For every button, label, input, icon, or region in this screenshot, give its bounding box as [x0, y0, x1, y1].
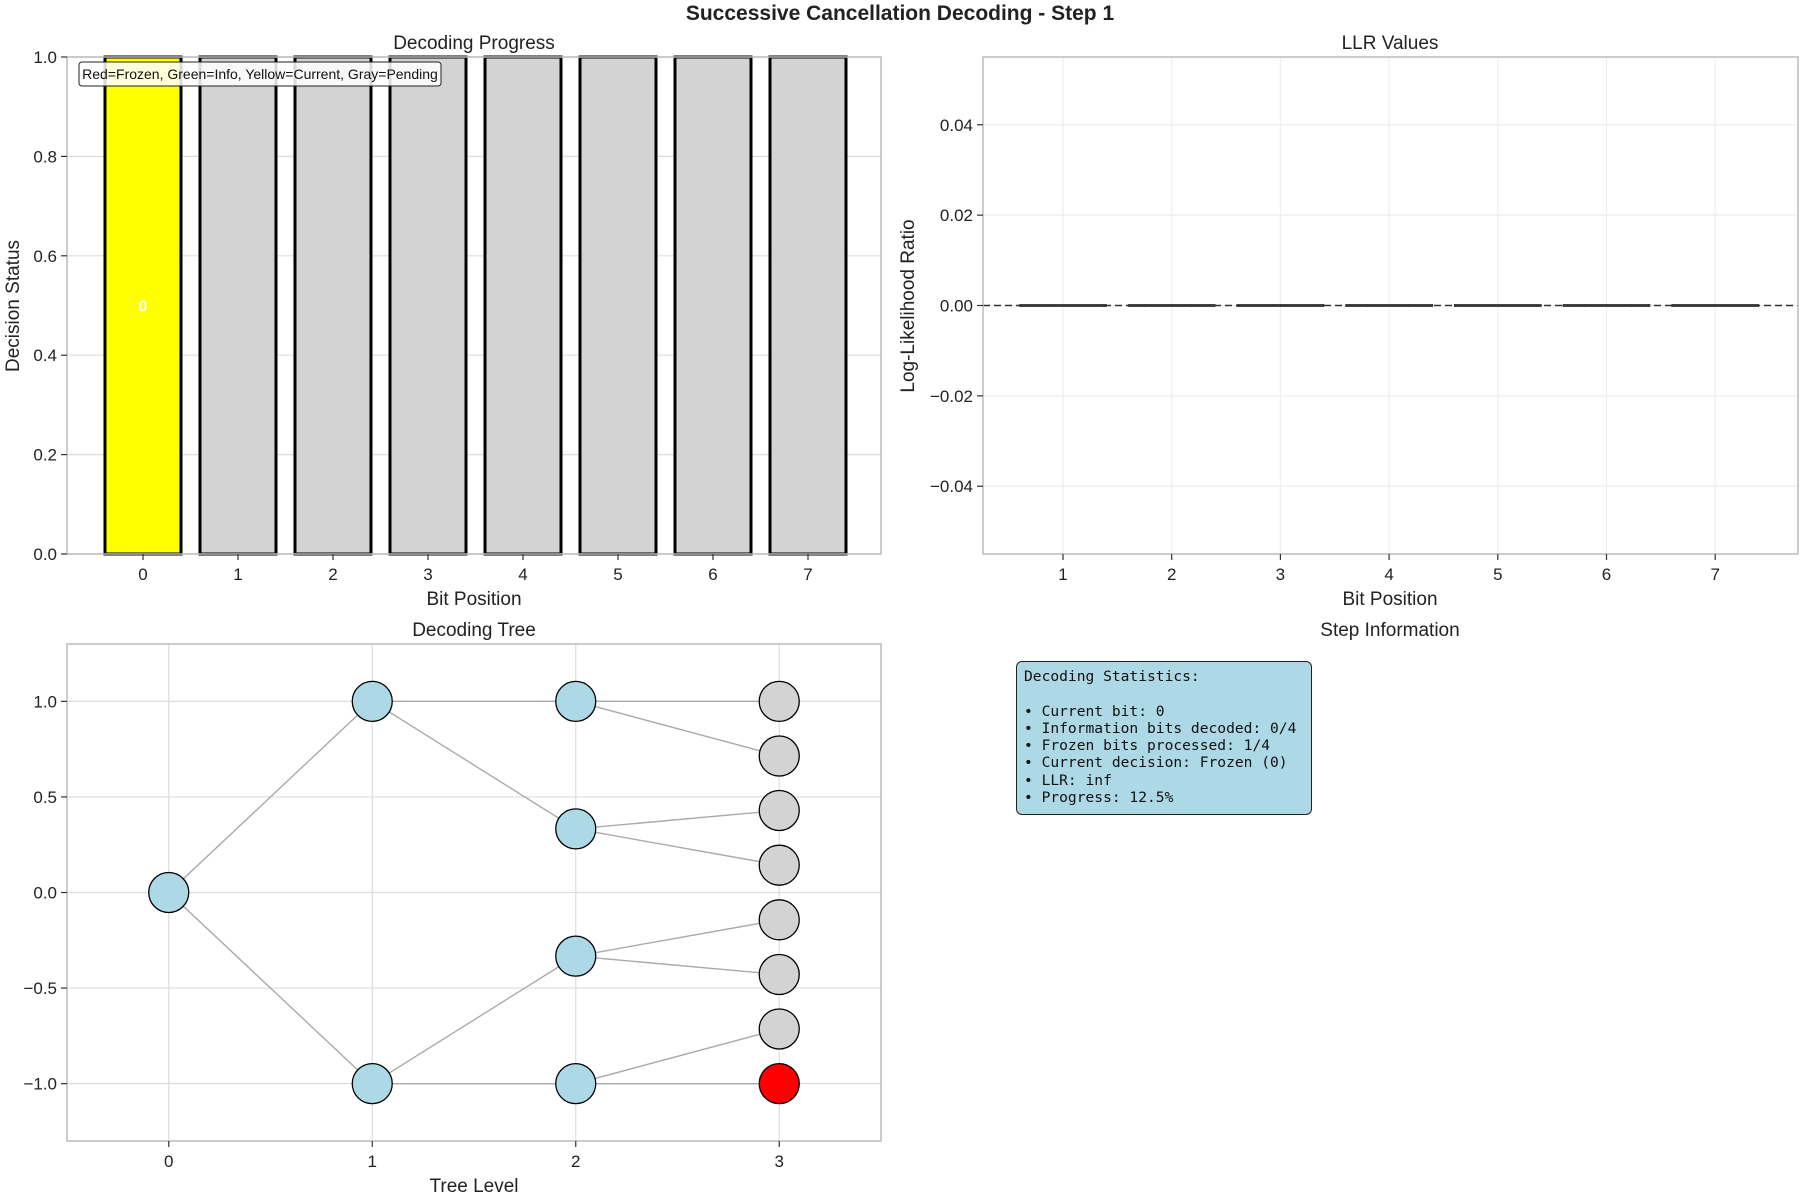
ytick-label: 0.4 — [33, 346, 57, 365]
statistics-line: • Current decision: Frozen (0) — [1024, 754, 1288, 772]
tree-edge — [575, 919, 780, 957]
tree-node — [758, 953, 800, 996]
ytick-label: 1.0 — [33, 48, 57, 67]
llr-values-ylabel: Log-Likelihood Ratio — [898, 219, 919, 392]
tree-node — [148, 871, 190, 914]
ytick-label: 0.00 — [940, 297, 973, 316]
statistics-line — [1024, 685, 1303, 702]
legend-text: Red=Frozen, Green=Info, Yellow=Current, … — [82, 66, 438, 82]
tree-node — [758, 1063, 800, 1105]
ytick-label: 0.2 — [33, 446, 57, 465]
tree-node — [555, 1063, 597, 1105]
tree-edge — [575, 700, 780, 757]
statistics-line: • Progress: 12.5% — [1024, 789, 1174, 807]
tree-edge — [168, 891, 373, 1085]
xtick-label: 1 — [233, 565, 242, 584]
llr-values-chart: LLR Values −0.04 −0.02 0.00 0.02 0.04 1 2 3 4 5 6 7… — [898, 33, 1799, 610]
tree-edge — [575, 809, 780, 830]
figure-title: Successive Cancellation Decoding - Step … — [686, 2, 1115, 25]
llr-values-title: LLR Values — [1342, 33, 1439, 54]
ytick-label: 0.0 — [33, 545, 57, 564]
ytick-label: 0.6 — [33, 247, 57, 266]
decoding-progress-xlabel: Bit Position — [426, 589, 521, 610]
bar-bit-5 — [578, 55, 658, 556]
statistics-line: • Information bits decoded: 0/4 — [1024, 719, 1297, 737]
ytick-label: 0.04 — [940, 116, 973, 135]
tree-node — [758, 789, 800, 832]
xtick-label: 6 — [708, 565, 717, 584]
ytick-label: 0.0 — [33, 884, 57, 903]
xtick-label: 7 — [1710, 565, 1719, 584]
xtick-label: 2 — [328, 565, 337, 584]
bar-bit-6 — [673, 55, 753, 556]
statistics-line: • LLR: inf — [1024, 771, 1112, 789]
xtick-label: 1 — [368, 1152, 377, 1171]
decoding-progress-legend: Red=Frozen, Green=Info, Yellow=Current, … — [78, 61, 442, 87]
decoding-progress-ylabel: Decision Status — [3, 240, 24, 372]
tree-node — [758, 899, 800, 941]
bar-label: 0 — [139, 299, 148, 316]
xtick-label: 3 — [423, 565, 432, 584]
xtick-label: 4 — [1384, 565, 1393, 584]
tree-node — [758, 680, 800, 722]
statistics-line: • Frozen bits processed: 1/4 — [1024, 737, 1271, 755]
ytick-label: −0.02 — [930, 387, 973, 406]
tree-node — [758, 844, 800, 886]
tree-node — [555, 808, 597, 850]
tree-node — [758, 1008, 800, 1050]
llr-values-xlabel: Bit Position — [1342, 589, 1437, 610]
ytick-label: −0.5 — [23, 979, 57, 998]
llr-bar-4 — [1345, 304, 1433, 307]
xtick-label: 6 — [1602, 565, 1611, 584]
decoding-statistics-box: Decoding Statistics: • Current bit: 0 • In… — [1016, 661, 1312, 816]
tree-edge — [575, 828, 780, 866]
bar-bit-7 — [768, 55, 848, 556]
xtick-label: 2 — [1167, 565, 1176, 584]
tree-node — [555, 935, 597, 977]
xtick-label: 2 — [571, 1152, 580, 1171]
bar-bit-1 — [198, 55, 278, 556]
decoding-tree-title: Decoding Tree — [412, 620, 536, 641]
ytick-label: 0.02 — [940, 206, 973, 225]
tree-node — [351, 680, 393, 722]
decoding-tree-chart: Decoding Tree 0 1 2 3 −1.0 −0.5 0.0 0.5 1.0 Tree… — [23, 620, 882, 1197]
statistics-line: Decoding Statistics: — [1024, 668, 1200, 685]
tree-node — [555, 680, 597, 722]
xtick-label: 0 — [138, 565, 147, 584]
tree-node — [351, 1063, 393, 1105]
bar-bit-4 — [483, 55, 563, 556]
tree-edge — [371, 700, 577, 830]
llr-bar-5 — [1454, 304, 1542, 307]
xtick-label: 4 — [518, 565, 527, 584]
ytick-label: 1.0 — [33, 692, 57, 711]
step-information-title: Step Information — [1320, 620, 1459, 641]
ytick-label: −1.0 — [23, 1075, 57, 1094]
tree-edge — [168, 700, 373, 894]
xtick-label: 3 — [775, 1152, 784, 1171]
statistics-line: • Current bit: 0 — [1024, 702, 1165, 720]
ytick-label: −0.04 — [930, 477, 973, 496]
decoding-tree-xlabel: Tree Level — [429, 1176, 518, 1197]
xtick-label: 0 — [164, 1152, 173, 1171]
tree-edge — [575, 955, 780, 976]
xtick-label: 1 — [1058, 565, 1067, 584]
xtick-label: 5 — [613, 565, 622, 584]
decoding-progress-chart: Decoding Progress 0 0.0 0.2 0.4 0.6 0.8 1.0 0 1… — [3, 33, 882, 610]
bar-bit-2 — [293, 55, 373, 556]
decoding-progress-frame — [66, 56, 882, 555]
xtick-label: 5 — [1493, 565, 1502, 584]
ytick-label: 0.5 — [33, 788, 57, 807]
bar-bit-3 — [388, 55, 468, 556]
xtick-label: 3 — [1276, 565, 1285, 584]
tree-node — [758, 735, 800, 777]
decoding-progress-title: Decoding Progress — [393, 33, 555, 54]
tree-edge — [371, 955, 577, 1085]
tree-edge — [575, 1028, 780, 1085]
ytick-label: 0.8 — [33, 147, 57, 166]
xtick-label: 7 — [803, 565, 812, 584]
